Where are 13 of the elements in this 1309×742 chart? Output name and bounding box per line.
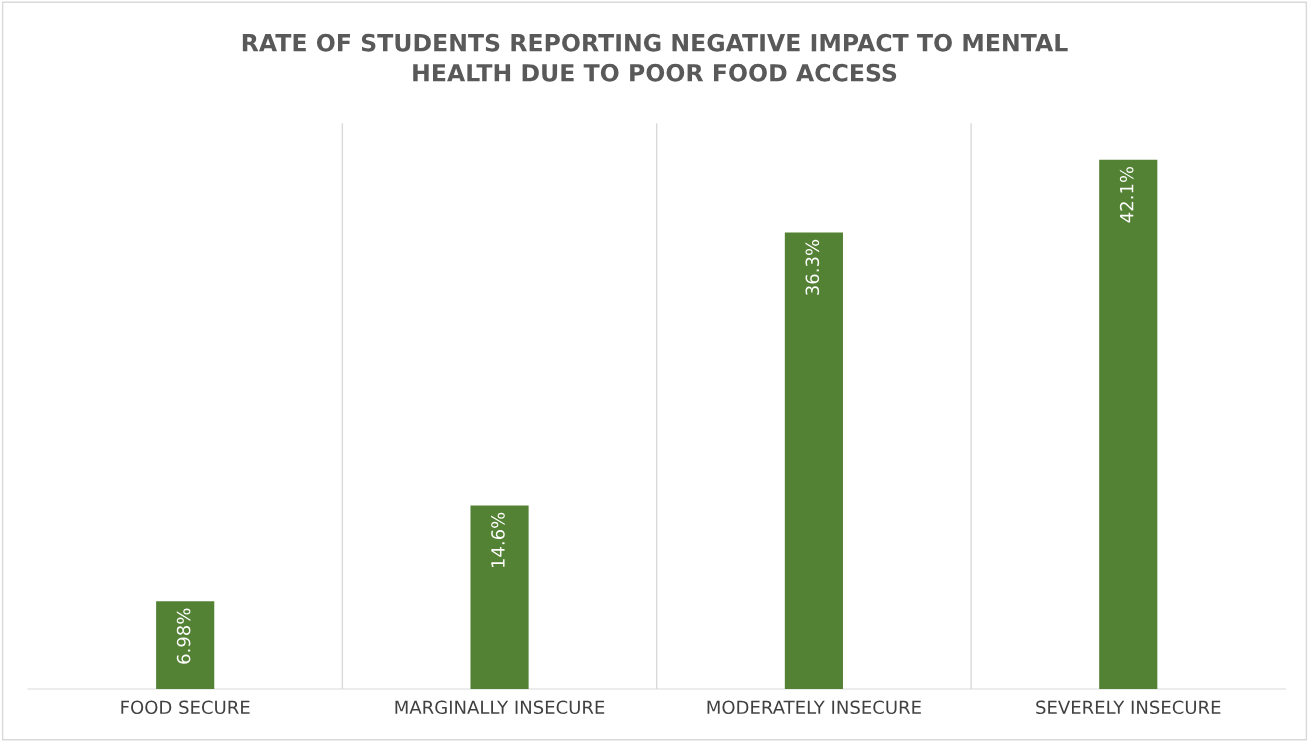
x-tick-label: SEVERELY INSECURE <box>1036 700 1221 715</box>
x-tick-label: FOOD SECURE <box>121 700 250 715</box>
bar <box>470 505 529 690</box>
data-label: 14.6% <box>491 512 505 568</box>
data-label: 6.98% <box>176 608 191 664</box>
bar <box>1099 159 1158 690</box>
bar <box>784 232 843 690</box>
bar <box>156 601 215 690</box>
x-tick-label: MARGINALLY INSECURE <box>395 700 605 715</box>
x-tick-label: MODERATELY INSECURE <box>707 700 921 715</box>
data-label: 42.1% <box>1119 166 1134 223</box>
data-label: 36.3% <box>805 239 820 295</box>
chart-title: RATE OF STUDENTS REPORTING NEGATIVE IMPACT TO MENTAL HEALTH DUE TO POOR FOOD ACCESS <box>242 33 1068 82</box>
